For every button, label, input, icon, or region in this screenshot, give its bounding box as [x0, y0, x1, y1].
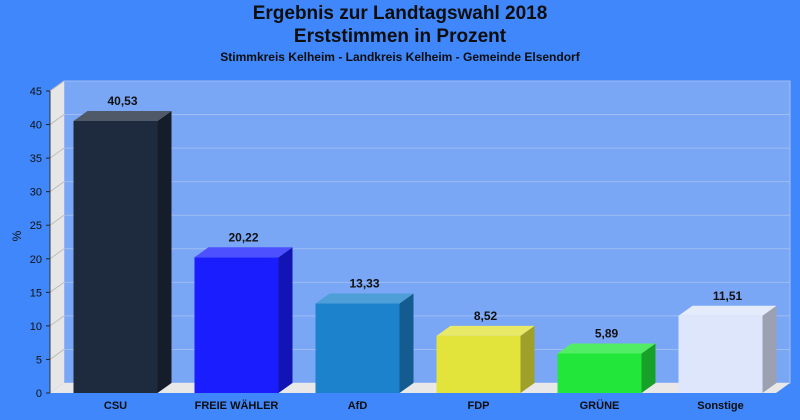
bar-front: [678, 315, 763, 393]
data-label: 11,51: [713, 289, 743, 303]
gridline-side: [49, 349, 65, 360]
y-tick-label: 40: [30, 120, 42, 132]
bar-top: [315, 293, 414, 304]
gridline-side: [49, 114, 65, 125]
bar-front: [557, 353, 642, 393]
x-tick-label: AfD: [348, 400, 368, 412]
x-tick-label: Sonstige: [697, 400, 743, 412]
y-tick-label: 15: [30, 287, 42, 299]
bar-front: [315, 303, 400, 393]
data-label: 8,52: [474, 309, 498, 323]
bar-side: [399, 293, 414, 393]
chart-subtitle: Stimmkreis Kelheim - Landkreis Kelheim -…: [220, 50, 580, 64]
data-label: 20,22: [228, 230, 258, 244]
bar-top: [678, 305, 777, 316]
bar-side: [520, 325, 535, 393]
x-tick-label: FDP: [468, 400, 490, 412]
bar-freie-wähler: [194, 247, 293, 393]
gridline-side: [49, 315, 65, 327]
bar-front: [436, 335, 521, 393]
gridline-side: [49, 281, 65, 293]
bar-csu: [73, 110, 172, 394]
bar-fdp: [436, 325, 535, 393]
data-label: 40,53: [107, 94, 137, 108]
y-tick-label: 30: [30, 187, 42, 199]
x-tick-label: GRÜNE: [580, 399, 620, 412]
gridline-side: [49, 147, 65, 159]
bar-front: [194, 257, 279, 393]
y-tick-label: 10: [30, 321, 42, 333]
chart-title-block: Ergebnis zur Landtagswahl 2018 Erststimm…: [0, 2, 800, 65]
bar-side: [278, 247, 293, 393]
bar-grüne: [557, 343, 656, 393]
y-tick-label: 25: [30, 220, 42, 232]
x-tick-label: FREIE WÄHLER: [195, 399, 279, 412]
y-tick-label: 20: [30, 254, 42, 266]
y-axis-label: %: [10, 230, 24, 241]
bar-side: [157, 110, 172, 394]
chart-title-line2: Erststimmen in Prozent: [293, 26, 507, 47]
gridline-side: [49, 181, 65, 193]
bar-top: [194, 247, 293, 258]
bar-sonstige: [678, 305, 777, 393]
bar-top: [436, 325, 535, 336]
y-tick-label: 35: [30, 153, 42, 165]
plot-back-wall: [63, 80, 791, 384]
x-tick-label: CSU: [104, 400, 127, 412]
y-tick-label: 5: [36, 354, 42, 366]
gridline-side: [49, 214, 65, 226]
data-label: 5,89: [595, 326, 619, 340]
bar-side: [762, 305, 777, 393]
data-label: 13,33: [349, 277, 379, 291]
bar-side: [641, 343, 656, 393]
bar-top: [557, 343, 656, 354]
chart-title: Ergebnis zur Landtagswahl 2018: [252, 3, 548, 24]
bar-front: [73, 120, 158, 394]
gridline-side: [49, 80, 65, 92]
plot-side-wall: [50, 81, 64, 393]
gridline-side: [49, 248, 65, 260]
y-tick-label: 0: [36, 388, 42, 400]
bar-afd: [315, 293, 414, 393]
bar-top: [73, 110, 172, 121]
y-tick-label: 45: [30, 86, 42, 98]
